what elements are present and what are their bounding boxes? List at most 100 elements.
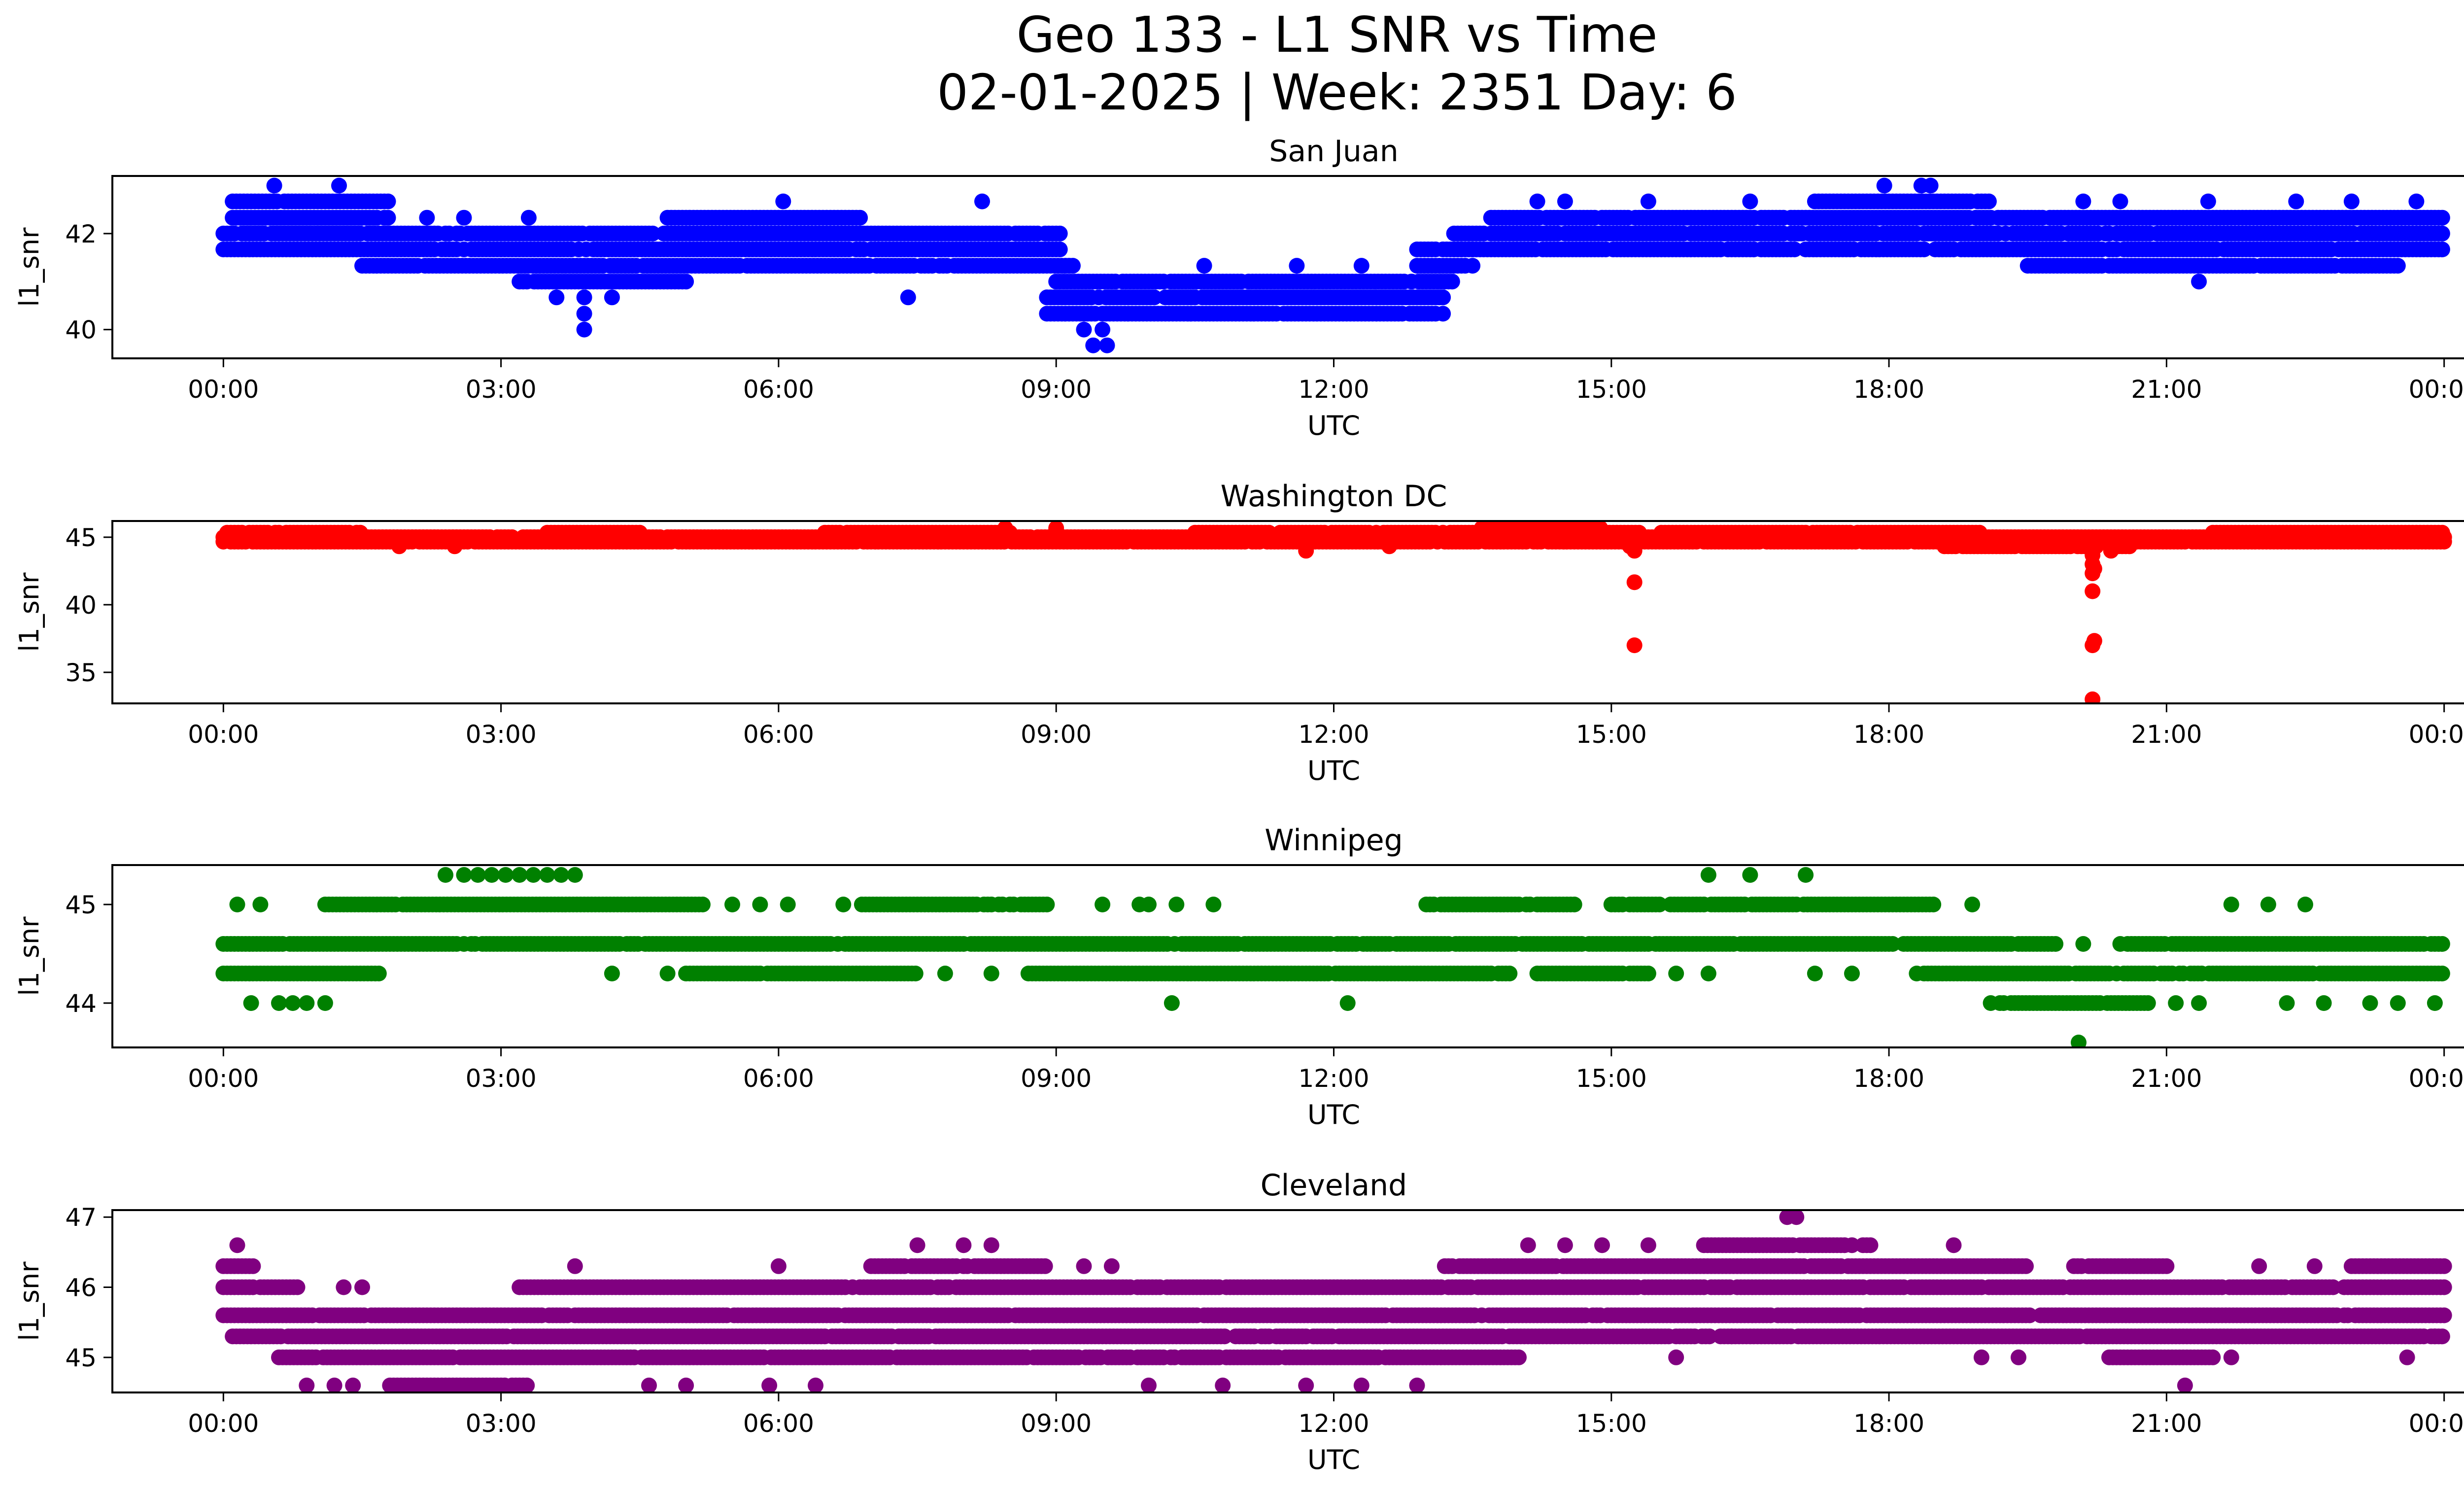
data-point-outlier xyxy=(2191,274,2207,290)
data-point-outlier xyxy=(548,289,565,306)
data-point-outlier xyxy=(1381,538,1398,555)
data-point xyxy=(371,966,387,981)
data-point xyxy=(2434,242,2450,257)
data-point xyxy=(1435,289,1451,306)
data-point xyxy=(504,529,520,545)
data-point-outlier xyxy=(331,177,347,194)
y-tick-label: 40 xyxy=(65,316,97,345)
data-point-outlier xyxy=(1085,337,1101,353)
x-tick-label: 21:00 xyxy=(2131,375,2202,404)
y-axis-label: l1_snr xyxy=(14,572,45,652)
x-tick-label: 03:00 xyxy=(466,375,537,404)
data-point-outlier xyxy=(1095,321,1111,338)
data-point-outlier xyxy=(1529,193,1545,209)
data-point-outlier xyxy=(2103,543,2119,559)
data-point-outlier xyxy=(2075,193,2091,209)
data-point xyxy=(1039,897,1055,912)
data-point xyxy=(380,193,396,209)
data-point-outlier xyxy=(2408,193,2425,209)
data-point-outlier xyxy=(1876,177,1892,194)
data-point xyxy=(1052,225,1068,242)
data-point-outlier xyxy=(2085,637,2101,654)
data-point-outlier xyxy=(456,209,472,226)
data-point-outlier xyxy=(604,289,620,306)
x-tick-label: 00:00 xyxy=(2409,375,2464,404)
x-tick-label: 09:00 xyxy=(1021,720,1092,749)
data-point-outlier xyxy=(1409,258,1425,274)
data-point xyxy=(1444,274,1460,290)
data-point-outlier xyxy=(1076,321,1092,338)
data-point xyxy=(2434,966,2450,981)
x-axis-label: UTC xyxy=(1307,410,1360,441)
data-point-outlier xyxy=(775,193,791,209)
data-point xyxy=(1884,936,1901,952)
data-point-outlier xyxy=(974,193,990,209)
data-point xyxy=(1981,193,1997,209)
data-point-outlier xyxy=(2343,193,2360,209)
x-tick-label: 18:00 xyxy=(1853,720,1924,749)
data-point xyxy=(1925,897,1942,912)
data-point-outlier xyxy=(576,289,592,306)
data-point xyxy=(632,524,648,541)
x-tick-label: 18:00 xyxy=(1853,375,1924,404)
data-point xyxy=(1465,258,1481,274)
data-point-outlier xyxy=(520,209,537,226)
data-point xyxy=(2434,936,2450,952)
data-point xyxy=(1786,242,1803,257)
data-point-outlier xyxy=(1626,574,1643,591)
panel-title: Winnipeg xyxy=(1265,823,1403,858)
data-point-outlier xyxy=(1298,543,1314,559)
y-axis-label: l1_snr xyxy=(14,227,45,307)
x-tick-label: 03:00 xyxy=(466,720,537,749)
x-tick-label: 00:00 xyxy=(188,375,259,404)
data-point xyxy=(645,225,661,242)
data-point xyxy=(1065,258,1081,274)
data-point xyxy=(1566,897,1582,912)
data-point-outlier xyxy=(1099,337,1115,353)
data-point-outlier xyxy=(391,538,408,555)
data-point xyxy=(1592,521,1608,536)
data-point xyxy=(2434,524,2450,541)
data-point-outlier xyxy=(1353,258,1369,274)
x-tick-label: 09:00 xyxy=(1021,375,1092,404)
y-tick-label: 35 xyxy=(65,659,97,687)
x-tick-label: 15:00 xyxy=(1576,720,1647,749)
data-point xyxy=(1972,524,1988,541)
x-tick-label: 06:00 xyxy=(743,375,814,404)
data-point-outlier xyxy=(1922,177,1939,194)
data-point-outlier xyxy=(1196,258,1212,274)
data-point-outlier xyxy=(2288,193,2304,209)
data-point xyxy=(1651,897,1668,912)
data-point-outlier xyxy=(1640,193,1656,209)
data-point-outlier xyxy=(1742,193,1758,209)
data-point-outlier xyxy=(2085,691,2101,703)
data-point xyxy=(1261,524,1277,541)
chart-panels: San Juan 00:00 03:00 06:00 09:00 12:00 15:00 18… xyxy=(14,134,2464,1475)
y-tick-label: 42 xyxy=(65,220,97,248)
x-tick-label: 00:00 xyxy=(2409,720,2464,749)
x-tick-label: 00:00 xyxy=(188,720,259,749)
scatter-points xyxy=(215,521,2452,703)
data-point xyxy=(2434,209,2450,226)
data-point-outlier xyxy=(446,538,463,555)
x-tick-label: 12:00 xyxy=(1298,720,1369,749)
panel-title: San Juan xyxy=(1269,134,1398,169)
x-tick-label: 21:00 xyxy=(2131,720,2202,749)
data-point xyxy=(1052,242,1068,257)
data-point xyxy=(1146,289,1163,306)
data-point-outlier xyxy=(576,306,592,322)
y-tick-label: 45 xyxy=(65,523,97,552)
data-point-outlier xyxy=(266,177,282,194)
data-point-outlier xyxy=(1289,258,1305,274)
data-point xyxy=(2390,258,2406,274)
data-point xyxy=(352,524,369,541)
data-point-outlier xyxy=(2085,565,2101,582)
data-point xyxy=(1631,524,1647,541)
data-point xyxy=(678,274,694,290)
data-point-outlier xyxy=(1048,521,1064,536)
data-point-outlier xyxy=(900,289,916,306)
data-point-outlier xyxy=(419,209,435,226)
data-point xyxy=(852,209,868,226)
